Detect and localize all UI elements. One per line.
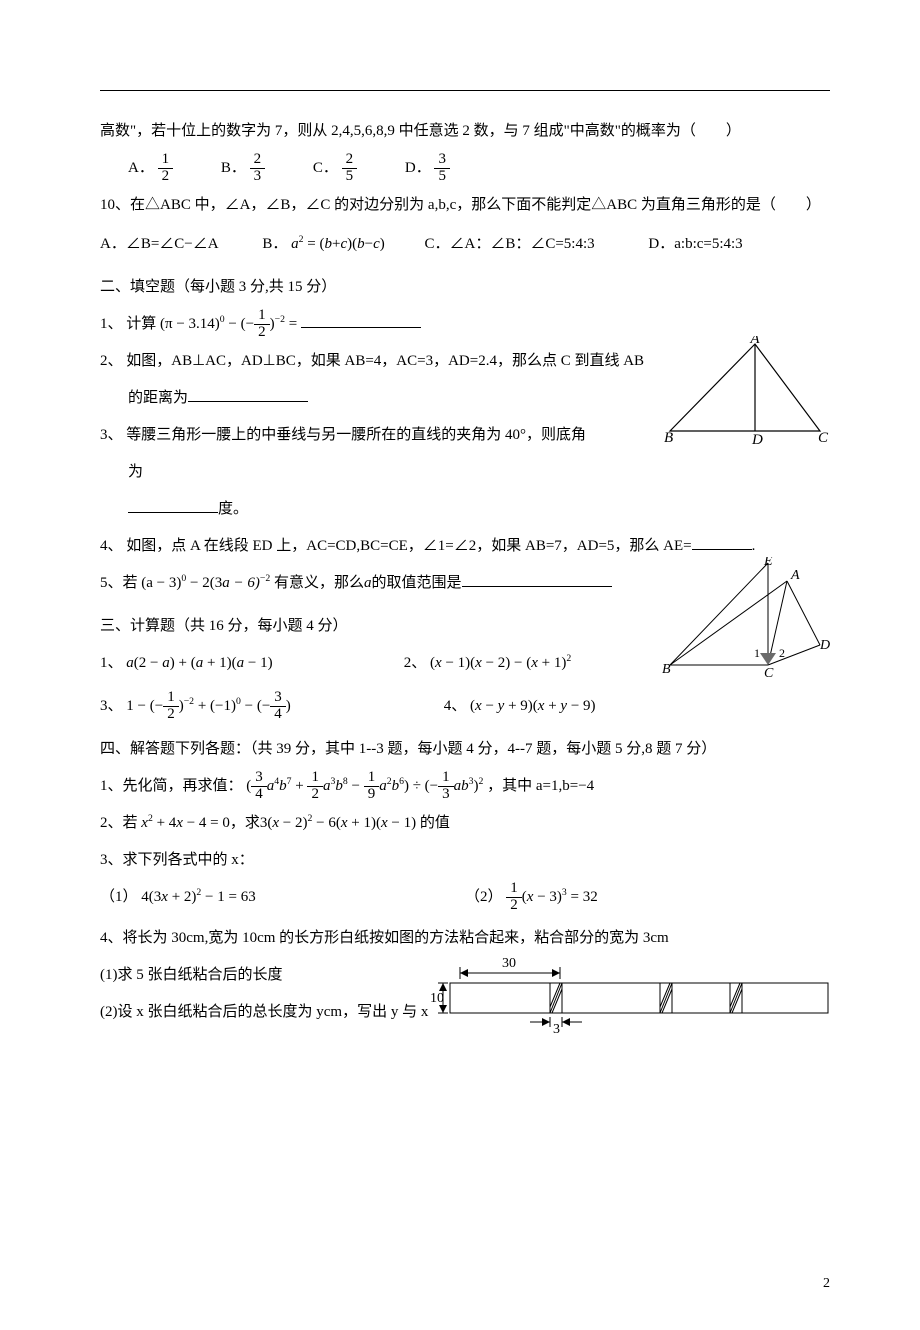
svg-text:2: 2: [779, 646, 785, 660]
fill-4: 4、 如图，点 A 在线段 ED 上，AC=CD,BC=CE，∠1=∠2，如果 …: [100, 530, 830, 563]
q9-stem: 高数"，若十位上的数字为 7，则从 2,4,5,6,8,9 中任意选 2 数，与…: [100, 115, 830, 148]
top-rule: [100, 90, 830, 91]
q9-opt-c: C． 25: [313, 152, 357, 185]
blank-f5: [462, 571, 612, 587]
q10-opt-a: A．∠B=∠C−∠A: [100, 228, 219, 261]
svg-text:A: A: [749, 336, 760, 347]
svg-text:B: B: [664, 430, 673, 446]
svg-text:E: E: [763, 557, 773, 569]
q10-opt-d: D．a:b:c=5:4:3: [648, 228, 742, 261]
q9-options: A． 12 B． 23 C． 25 D． 35: [100, 152, 830, 185]
q9-opt-a: A． 12: [128, 152, 173, 185]
solve-3-title: 3、求下列各式中的 x：: [100, 844, 830, 877]
fill-3-line3: 度。: [100, 493, 830, 526]
svg-text:B: B: [662, 662, 671, 677]
solve-3-parts: （1） 4(3x + 2)2 − 1 = 63 （2） 12(x − 3)3 =…: [100, 881, 830, 914]
triangle-figure-2: E A B C D 1 2: [660, 557, 830, 677]
blank-f1: [301, 312, 421, 328]
svg-text:10: 10: [430, 991, 444, 1006]
svg-text:D: D: [819, 638, 830, 653]
q10-opt-b: B． a2 = (b+c)(b−c): [262, 228, 384, 261]
q10-opt-c: C．∠A：∠B：∠C=5:4:3: [425, 228, 595, 261]
section-4-title: 四、解答题下列各题：（共 39 分，其中 1--3 题，每小题 4 分，4--7…: [100, 733, 830, 766]
solve-4-stem: 4、将长为 30cm,宽为 10cm 的长方形白纸按如图的方法粘合起来，粘合部分…: [100, 922, 830, 955]
q9-opt-d: D． 35: [405, 152, 450, 185]
calc-row-2: 3、 1 − (−12)−2 + (−1)0 − (−34) 4、 (x − y…: [100, 690, 830, 723]
fill-3-line2: 为: [100, 456, 830, 489]
blank-f4: [692, 534, 752, 550]
svg-text:C: C: [818, 430, 829, 446]
triangle-figure-1: A B D C: [660, 336, 830, 446]
section-2-title: 二、填空题（每小题 3 分,共 15 分）: [100, 271, 830, 304]
paper-strip-figure: 30 10 3: [430, 955, 830, 1035]
solve-1: 1、先化简，再求值： (34a4b7 + 12a3b8 − 19a2b6) ÷ …: [100, 770, 830, 803]
svg-text:C: C: [764, 666, 774, 677]
q10-stem: 10、在△ABC 中，∠A，∠B，∠C 的对边分别为 a,b,c，那么下面不能判…: [100, 189, 830, 222]
svg-text:3: 3: [553, 1022, 560, 1035]
blank-f3: [128, 497, 218, 513]
blank-f2: [188, 386, 308, 402]
svg-text:D: D: [751, 432, 763, 446]
q10-options: A．∠B=∠C−∠A B． a2 = (b+c)(b−c) C．∠A：∠B：∠C…: [100, 228, 830, 261]
svg-text:1: 1: [754, 646, 760, 660]
solve-2: 2、若 x2 + 4x − 4 = 0，求3(x − 2)2 − 6(x + 1…: [100, 807, 830, 840]
svg-text:A: A: [790, 568, 800, 583]
svg-text:30: 30: [502, 956, 516, 971]
q9-opt-b: B． 23: [221, 152, 265, 185]
page: 高数"，若十位上的数字为 7，则从 2,4,5,6,8,9 中任意选 2 数，与…: [0, 0, 920, 1330]
page-number: 2: [823, 1269, 830, 1300]
